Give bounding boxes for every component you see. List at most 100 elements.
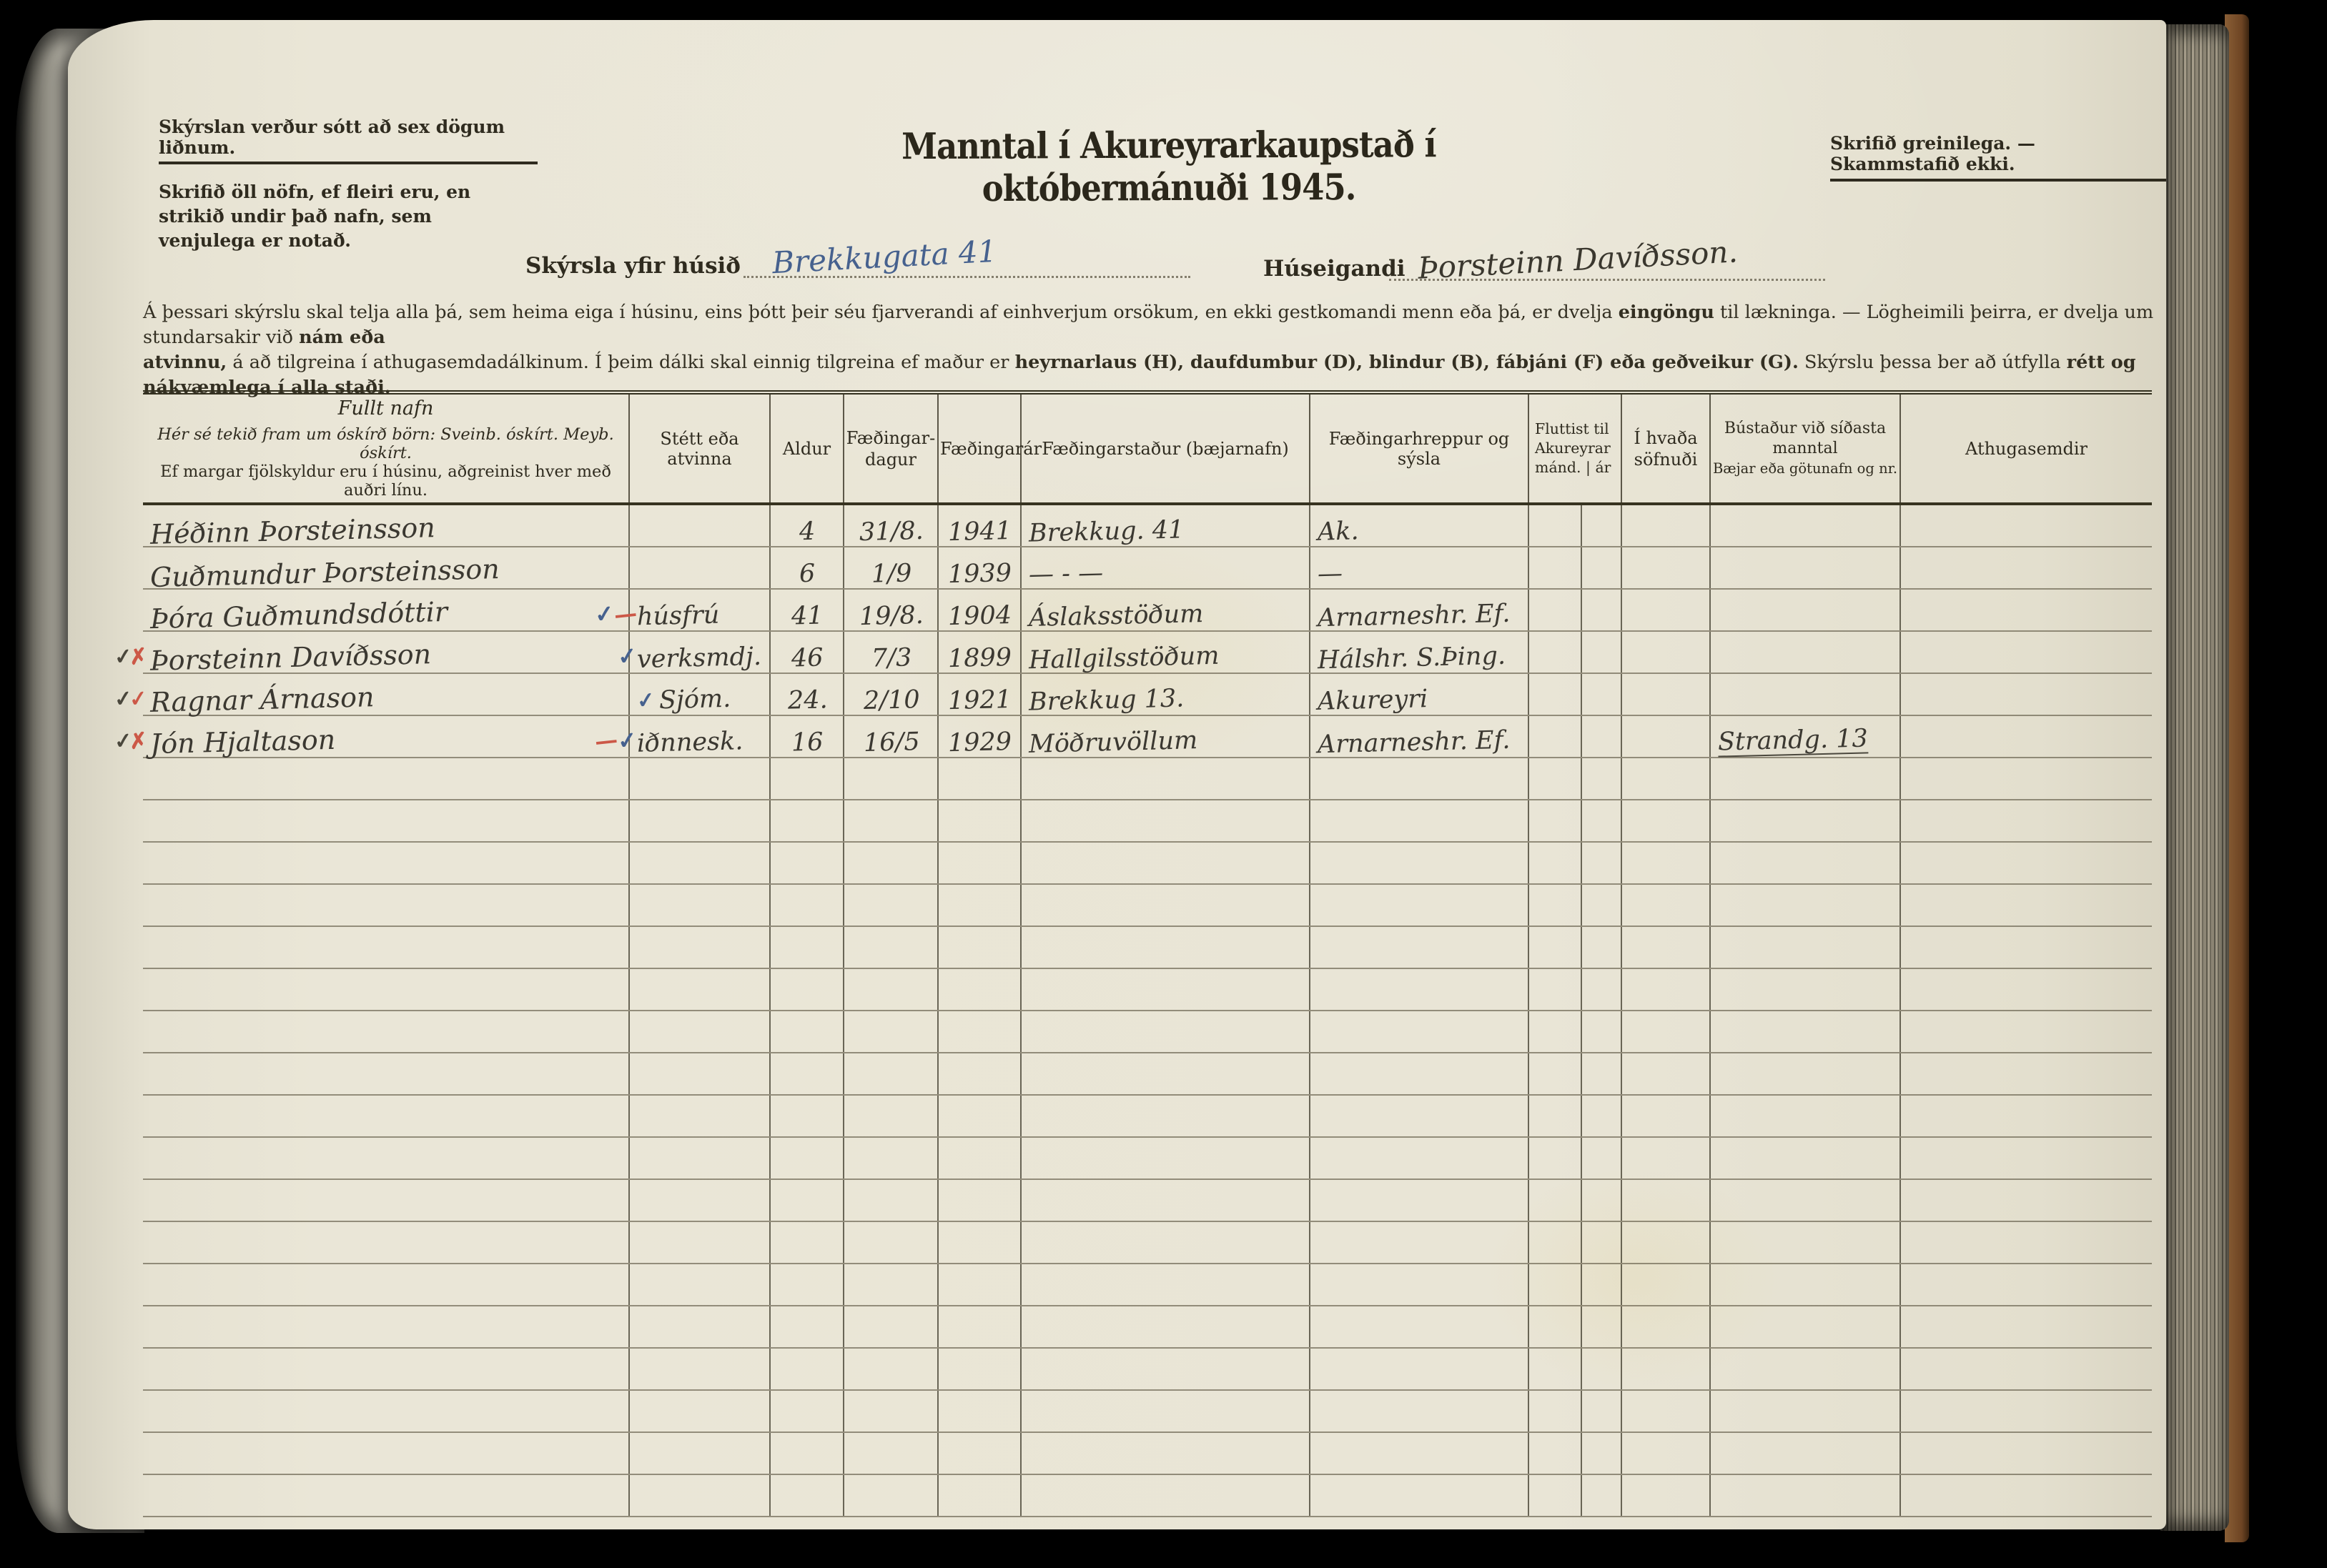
cell-moved_month: [1528, 1011, 1582, 1053]
cell-birth_year: [937, 1095, 1021, 1138]
cell-birth_place: — ‐ —: [1020, 547, 1310, 590]
cell-birth_parish: Hálshr. S.Þing.: [1309, 631, 1528, 675]
instructions-line-1: Á þessari skýrslu skal telja alla þá, se…: [143, 302, 2154, 348]
table-row: [143, 1011, 2152, 1053]
cell-congregation: [1621, 926, 1710, 969]
cell-congregation: [1621, 1348, 1710, 1391]
cell-congregation: [1621, 1221, 1710, 1264]
cell-moved_year: [1581, 1095, 1621, 1138]
cell-birth_day: [843, 800, 938, 843]
cell-occupation: ✓ Sjóm.: [628, 673, 770, 716]
house-field: Brekkugata 41: [743, 234, 1190, 280]
cell-birth_place: [1020, 1264, 1310, 1306]
cell-congregation: [1621, 800, 1710, 843]
cell-birth_year: [937, 926, 1021, 969]
blue-check-mark: ✓: [593, 599, 616, 629]
cell-birth_place: [1020, 968, 1310, 1011]
cell-birth_parish: [1309, 1011, 1528, 1053]
handwritten-occupation: iðnnesk.: [636, 727, 743, 758]
cell-moved_month: [1528, 758, 1582, 800]
cell-moved_month: [1528, 1474, 1582, 1517]
col-header-occupation: Stétt eða atvinna: [628, 392, 770, 505]
cell-birth_year: [937, 1221, 1021, 1264]
cell-remarks: [1899, 1264, 2152, 1306]
cell-residence: [1709, 1390, 1900, 1433]
cell-congregation: [1621, 589, 1710, 632]
handwritten-name: Héðinn Þorsteinsson: [149, 512, 436, 550]
handwritten-birth_day: 7/3: [871, 643, 912, 673]
table-row: [143, 1306, 2152, 1349]
cell-name: Þóra Guðmundsdóttir ✓—: [143, 589, 638, 635]
cell-name: [143, 1390, 629, 1433]
col-header-congregation: Í hvaða söfnuði: [1621, 392, 1710, 505]
cell-birth_parish: —: [1309, 547, 1528, 590]
cell-remarks: [1899, 1179, 2152, 1222]
table-row: [143, 968, 2152, 1011]
owner-field: Þorsteinn Davíðsson.: [1389, 234, 1825, 286]
handwritten-birth_day: 31/8.: [859, 516, 924, 547]
cell-age: [769, 1432, 844, 1475]
cell-age: [769, 1474, 844, 1517]
owner-label: Húseigandi: [1263, 256, 1405, 282]
col-header-remarks: Athugasemdir: [1899, 392, 2152, 505]
cell-occupation: [628, 1179, 770, 1222]
cell-birth_year: [937, 1011, 1021, 1053]
handwritten-birth_place: Áslaksstöðum: [1028, 600, 1204, 632]
handwritten-name: Þorsteinn Davíðsson: [149, 638, 432, 677]
cell-name: [143, 926, 629, 969]
handwritten-birth_place: Brekkug. 41: [1028, 515, 1185, 548]
cell-remarks: [1899, 715, 2152, 758]
cell-moved_month: [1528, 504, 1582, 547]
cell-moved_month: [1528, 1137, 1582, 1180]
cell-age: [769, 926, 844, 969]
cell-occupation: [628, 842, 770, 885]
cell-name: [143, 1348, 629, 1391]
cell-residence: [1709, 1221, 1900, 1264]
checkmark-annotation: ✓✗: [113, 728, 146, 755]
cell-remarks: [1899, 968, 2152, 1011]
col-header-birth-year: Fæðingarár: [937, 392, 1042, 505]
cell-age: [769, 1221, 844, 1264]
table-row: [143, 1179, 2152, 1222]
cell-age: [769, 884, 844, 927]
cell-birth_parish: [1309, 926, 1528, 969]
cell-birth_parish: [1309, 1264, 1528, 1306]
cell-birth_parish: [1309, 758, 1528, 800]
handwritten-age: 16: [791, 728, 824, 758]
cell-birth_day: 2/10: [843, 673, 938, 716]
cell-birth_year: 1921: [937, 673, 1021, 716]
cell-moved_month: [1528, 1053, 1582, 1096]
handwritten-birth_place: — ‐ —: [1028, 558, 1104, 590]
cell-remarks: [1899, 842, 2152, 885]
cell-moved_year: [1581, 504, 1621, 547]
handwritten-occupation: húsfrú: [636, 600, 720, 632]
cell-name: ✓✗ Þorsteinn Davíðsson ✓: [113, 631, 638, 677]
cell-residence: [1709, 1306, 1900, 1349]
cell-occupation: [628, 1053, 770, 1096]
cell-age: 46: [769, 631, 844, 674]
cell-residence: [1709, 1137, 1900, 1180]
cell-birth_parish: [1309, 842, 1528, 885]
cell-name: [143, 800, 629, 843]
cell-congregation: [1621, 1474, 1710, 1517]
cell-age: [769, 1306, 844, 1349]
cell-age: 41: [769, 589, 844, 632]
handwritten-occupation: verksmdj.: [636, 642, 762, 675]
cell-birth_place: [1020, 1306, 1310, 1349]
cell-birth_parish: [1309, 1053, 1528, 1096]
cell-birth_day: [843, 1306, 938, 1349]
cell-birth_place: [1020, 926, 1310, 969]
cell-moved_year: [1581, 1179, 1621, 1222]
cell-occupation: [628, 1474, 770, 1517]
cell-congregation: [1621, 673, 1710, 716]
cell-age: 24.: [769, 673, 844, 716]
cell-name: [143, 758, 629, 800]
cell-moved_month: [1528, 547, 1582, 590]
cell-moved_year: [1581, 1348, 1621, 1391]
cell-birth_place: [1020, 1221, 1310, 1264]
handwritten-birth_place: Brekkug 13.: [1028, 684, 1185, 717]
cell-residence: Strandg. 13: [1709, 715, 1900, 758]
cell-remarks: [1899, 1221, 2152, 1264]
cell-moved_month: [1528, 1095, 1582, 1138]
cell-birth_day: [843, 1179, 938, 1222]
